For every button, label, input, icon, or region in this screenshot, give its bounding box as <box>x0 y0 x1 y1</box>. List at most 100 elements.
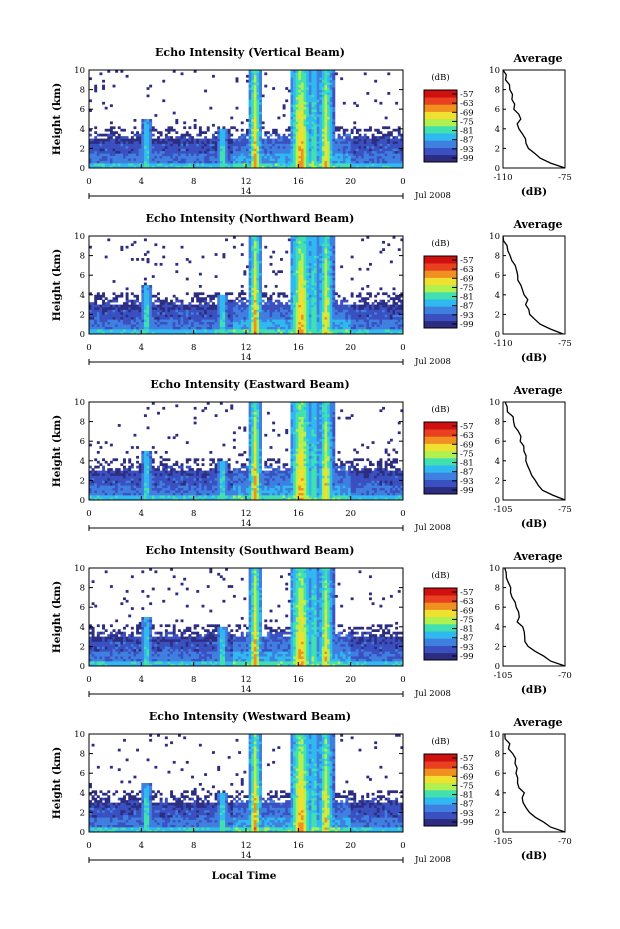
heatmap-cell <box>293 331 297 335</box>
heatmap-cell <box>219 138 223 142</box>
heatmap-cell <box>329 153 333 157</box>
heatmap-cell <box>319 238 323 242</box>
heatmap-cell <box>256 160 260 164</box>
heatmap-cell <box>117 324 121 327</box>
heatmap-cell <box>264 163 268 166</box>
heatmap-cell <box>185 277 189 281</box>
heatmap-cell <box>290 126 294 130</box>
heatmap-cell <box>382 148 385 152</box>
heatmap-cell <box>298 238 302 242</box>
heatmap-cell <box>397 133 401 137</box>
heatmap-cell <box>261 307 265 310</box>
heatmap-cell <box>306 138 310 142</box>
heatmap-cell <box>384 160 388 164</box>
heatmap-cell <box>180 311 184 315</box>
heatmap-cell <box>300 262 304 266</box>
heatmap-cell <box>99 316 103 320</box>
heatmap-cell <box>99 165 103 169</box>
heatmap-cell <box>353 153 357 157</box>
heatmap-cell <box>232 326 236 330</box>
heatmap-cell <box>261 94 265 98</box>
heatmap-cell <box>308 111 312 115</box>
heatmap-cell <box>251 136 255 139</box>
heatmap-cell <box>96 150 100 154</box>
heatmap-cell <box>397 126 401 130</box>
heatmap-cell <box>170 150 174 154</box>
heatmap-cell <box>355 155 359 159</box>
heatmap-cell <box>295 121 299 125</box>
heatmap-cell <box>209 145 213 149</box>
heatmap-cell <box>300 79 304 83</box>
heatmap-cell <box>327 316 331 320</box>
heatmap-cell <box>251 82 255 85</box>
heatmap-cell <box>368 304 372 308</box>
heatmap-cell <box>295 92 299 95</box>
heatmap-cell <box>180 309 184 313</box>
heatmap-cell <box>146 145 150 149</box>
heatmap-cell <box>311 255 315 259</box>
panel-title: Echo Intensity (Vertical Beam) <box>155 46 345 59</box>
heatmap-cell <box>350 155 354 159</box>
heatmap-cell <box>146 319 150 323</box>
heatmap-cell <box>274 163 278 166</box>
heatmap-cell <box>261 126 265 130</box>
heatmap-cell <box>259 319 262 323</box>
heatmap-cell <box>361 148 365 152</box>
heatmap-cell <box>125 294 129 298</box>
heatmap-cell <box>238 138 242 142</box>
heatmap-cell <box>188 326 192 330</box>
heatmap-cell <box>329 302 333 305</box>
heatmap-cell <box>319 77 323 81</box>
heatmap-cell <box>298 165 302 169</box>
heatmap-cell <box>104 324 108 327</box>
heatmap-cell <box>157 319 160 323</box>
heatmap-cell <box>136 311 140 315</box>
heatmap-cell <box>277 316 281 320</box>
heatmap-cell <box>99 304 103 308</box>
heatmap-cell <box>293 238 297 242</box>
heatmap-cell <box>133 133 137 137</box>
heatmap-cell <box>366 145 370 149</box>
heatmap-cell <box>141 158 145 161</box>
heatmap-cell <box>363 148 367 152</box>
heatmap-cell <box>248 265 252 269</box>
heatmap-cell <box>321 309 325 313</box>
heatmap-cell <box>256 119 260 122</box>
heatmap-cell <box>91 485 95 489</box>
heatmap-cell <box>219 304 223 308</box>
heatmap-cell <box>102 319 105 323</box>
heatmap-cell <box>290 111 294 115</box>
heatmap-cell <box>217 316 221 320</box>
heatmap-cell <box>303 128 307 132</box>
heatmap-cell <box>235 150 239 154</box>
heatmap-cell <box>334 138 338 142</box>
heatmap-cell <box>217 150 221 154</box>
heatmap-cell <box>259 282 262 286</box>
heatmap-cell <box>109 324 113 327</box>
heatmap-cell <box>183 165 187 169</box>
heatmap-cell <box>324 128 328 132</box>
heatmap-cell <box>102 155 105 159</box>
heatmap-cell <box>334 148 338 152</box>
heatmap-cell <box>321 70 325 73</box>
heatmap-cell <box>324 114 328 117</box>
heatmap-cell <box>149 331 153 335</box>
heatmap-cell <box>238 299 242 303</box>
heatmap-cell <box>115 297 119 300</box>
heatmap-cell <box>350 163 354 166</box>
heatmap-cell <box>316 101 320 105</box>
heatmap-cell <box>180 165 184 169</box>
heatmap-cell <box>387 158 391 161</box>
heatmap-cell <box>204 326 208 330</box>
heatmap-cell <box>89 497 92 501</box>
heatmap-cell <box>191 158 194 161</box>
heatmap-cell <box>282 309 286 313</box>
heatmap-cell <box>94 136 98 139</box>
heatmap-cell <box>358 304 362 308</box>
heatmap-cell <box>295 111 299 115</box>
heatmap-cell <box>227 311 231 315</box>
heatmap-cell <box>324 87 328 90</box>
heatmap-cell <box>251 133 255 137</box>
heatmap-cell <box>162 145 166 149</box>
heatmap-cell <box>298 331 302 335</box>
